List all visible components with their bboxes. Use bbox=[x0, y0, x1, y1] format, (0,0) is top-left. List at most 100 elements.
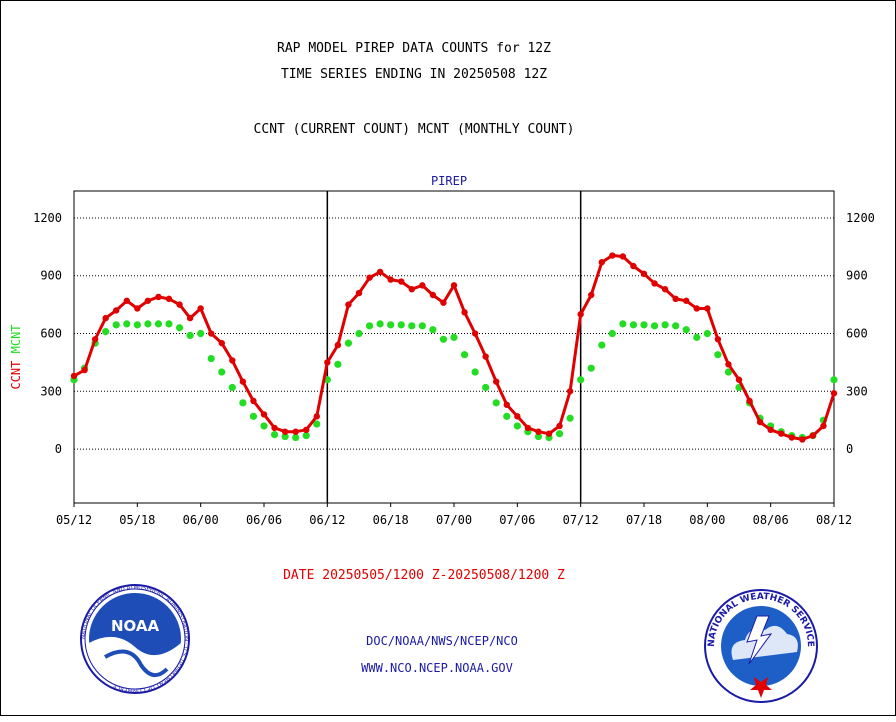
chart-title-line1: RAP MODEL PIREP DATA COUNTS for 12Z bbox=[277, 41, 551, 56]
data-point-ccnt bbox=[292, 428, 299, 435]
x-tick-label: 06/18 bbox=[373, 513, 409, 527]
data-point-ccnt bbox=[693, 305, 700, 312]
data-point-mcnt bbox=[112, 321, 120, 329]
nws-logo: NATIONAL WEATHER SERVICE bbox=[704, 589, 818, 703]
data-point-mcnt bbox=[302, 431, 310, 440]
data-point-mcnt bbox=[482, 383, 490, 392]
date-range: DATE 20250505/1200 Z-20250508/1200 Z bbox=[283, 568, 565, 583]
data-point-ccnt bbox=[113, 307, 120, 314]
data-point-mcnt bbox=[175, 324, 184, 332]
data-point-mcnt bbox=[123, 320, 131, 328]
data-point-ccnt bbox=[778, 430, 785, 437]
data-point-ccnt bbox=[450, 282, 458, 289]
x-tick-label: 08/12 bbox=[816, 513, 852, 527]
data-point-ccnt bbox=[134, 305, 141, 312]
series-ccnt bbox=[70, 252, 838, 443]
data-point-mcnt bbox=[270, 431, 279, 439]
org-line[interactable]: DOC/NOAA/NWS/NCEP/NCO bbox=[366, 634, 518, 648]
panel-title: PIREP bbox=[431, 174, 467, 188]
x-tick-label: 05/12 bbox=[56, 513, 92, 527]
data-point-ccnt bbox=[260, 411, 268, 418]
data-point-ccnt bbox=[756, 418, 764, 426]
y-tick-label-right: 0 bbox=[846, 442, 853, 456]
data-point-mcnt bbox=[587, 364, 595, 372]
data-point-mcnt bbox=[555, 430, 564, 438]
data-point-ccnt bbox=[197, 305, 204, 312]
data-point-mcnt bbox=[566, 414, 574, 422]
noaa-logo-text: NOAA bbox=[111, 617, 160, 635]
x-tick-label: 06/12 bbox=[309, 513, 345, 527]
data-point-ccnt bbox=[577, 311, 584, 318]
data-point-ccnt bbox=[545, 430, 553, 437]
data-point-ccnt bbox=[218, 339, 225, 347]
data-point-ccnt bbox=[176, 301, 183, 308]
y-axis-label-text: CCNT MCNT bbox=[9, 324, 23, 389]
data-point-ccnt bbox=[155, 293, 162, 301]
data-point-ccnt bbox=[471, 330, 479, 337]
data-point-ccnt bbox=[725, 361, 732, 368]
url-line[interactable]: WWW.NCO.NCEP.NOAA.GOV bbox=[361, 661, 513, 675]
chart-title-line2: TIME SERIES ENDING IN 20250508 12Z bbox=[281, 67, 547, 82]
x-tick-label: 08/00 bbox=[689, 513, 725, 527]
y-tick-label-right: 900 bbox=[846, 269, 868, 283]
x-tick-labels: 05/12 05/18 06/00 06/06 06/12 06/18 07/00 07/06… bbox=[56, 503, 852, 527]
data-point-ccnt bbox=[598, 259, 605, 266]
data-point-ccnt bbox=[144, 297, 152, 304]
data-point-mcnt bbox=[598, 341, 606, 349]
data-point-mcnt bbox=[165, 320, 173, 328]
data-point-ccnt bbox=[408, 286, 415, 293]
data-point-ccnt bbox=[186, 314, 194, 322]
data-point-ccnt bbox=[767, 426, 774, 434]
data-point-ccnt bbox=[820, 422, 827, 430]
y-tick-label-right: 600 bbox=[846, 327, 868, 341]
day-separators bbox=[326, 191, 582, 503]
data-point-ccnt bbox=[630, 262, 637, 270]
data-point-mcnt bbox=[682, 326, 690, 334]
y-axis-label-part: MCNT bbox=[9, 324, 23, 360]
data-point-ccnt bbox=[313, 413, 320, 420]
data-point-mcnt bbox=[218, 368, 226, 376]
data-point-ccnt bbox=[672, 295, 679, 303]
data-point-mcnt bbox=[418, 322, 426, 330]
data-point-mcnt bbox=[154, 320, 163, 328]
x-tick-label: 07/06 bbox=[499, 513, 535, 527]
data-point-ccnt bbox=[165, 295, 173, 303]
data-point-mcnt bbox=[577, 376, 585, 384]
data-point-ccnt bbox=[387, 276, 394, 283]
data-point-mcnt bbox=[471, 368, 479, 376]
data-point-ccnt bbox=[661, 286, 669, 293]
data-point-ccnt bbox=[239, 378, 247, 385]
data-point-ccnt bbox=[493, 378, 500, 385]
data-point-ccnt bbox=[746, 397, 753, 405]
data-point-ccnt bbox=[524, 424, 532, 432]
x-tick-label: 07/12 bbox=[563, 513, 599, 527]
series-layer bbox=[70, 252, 838, 443]
data-point-mcnt bbox=[492, 399, 500, 407]
data-point-mcnt bbox=[260, 422, 268, 430]
data-point-mcnt bbox=[249, 412, 258, 420]
data-point-mcnt bbox=[365, 322, 374, 330]
x-tick-label: 08/06 bbox=[753, 513, 789, 527]
data-point-ccnt bbox=[809, 432, 817, 439]
series-mcnt bbox=[70, 320, 838, 442]
data-point-ccnt bbox=[461, 309, 468, 316]
data-point-mcnt bbox=[102, 327, 110, 336]
data-point-mcnt bbox=[186, 331, 194, 340]
data-point-ccnt bbox=[208, 330, 215, 337]
data-point-mcnt bbox=[355, 329, 363, 338]
data-point-ccnt bbox=[355, 289, 363, 297]
data-point-mcnt bbox=[714, 351, 722, 359]
data-point-ccnt bbox=[102, 314, 109, 322]
data-point-ccnt bbox=[683, 297, 690, 304]
data-point-mcnt bbox=[397, 321, 405, 329]
data-point-ccnt bbox=[229, 357, 236, 364]
data-point-ccnt bbox=[788, 434, 795, 441]
data-point-ccnt bbox=[704, 305, 711, 312]
x-tick-label: 07/00 bbox=[436, 513, 472, 527]
x-tick-label: 06/06 bbox=[246, 513, 282, 527]
data-point-ccnt bbox=[123, 297, 130, 304]
y-tick-label-left: 0 bbox=[55, 442, 62, 456]
y-tick-labels: 0 0 300 300 600 600 900 900 1200 1200 bbox=[33, 211, 875, 456]
data-point-mcnt bbox=[239, 399, 247, 407]
